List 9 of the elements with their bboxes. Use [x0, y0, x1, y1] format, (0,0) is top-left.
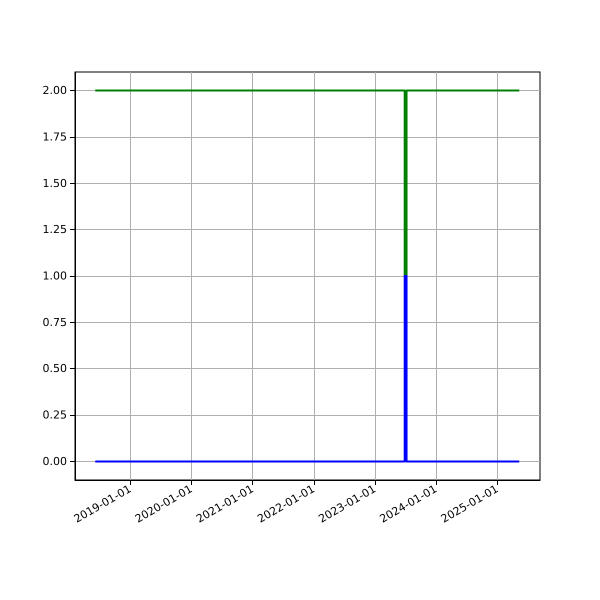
y-tick-label: 1.50 — [42, 176, 67, 190]
y-tick-label: 0.25 — [42, 408, 67, 422]
y-tick-label: 0.75 — [42, 316, 67, 329]
y-tick-label: 2.00 — [42, 84, 67, 98]
y-tick-label: 0.00 — [42, 454, 67, 468]
y-tick-label: 1.00 — [42, 270, 67, 282]
y-tick-label: 1.75 — [42, 130, 67, 144]
y-tick-label: 1.25 — [42, 223, 67, 236]
y-tick-label: 0.50 — [42, 362, 67, 376]
